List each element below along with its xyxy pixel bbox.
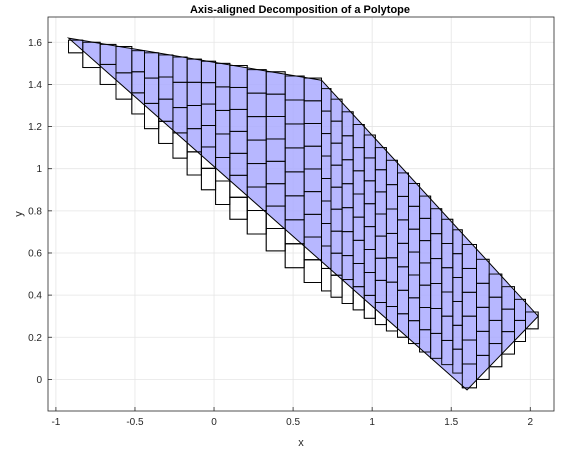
y-tick-label: 0.8 xyxy=(28,206,42,217)
x-tick-label: 0 xyxy=(211,417,217,428)
decomposition-box-outline xyxy=(99,63,117,85)
decomposition-box-outline xyxy=(246,210,267,235)
decomposition-box-outline xyxy=(68,39,84,54)
decomposition-box-outline xyxy=(461,363,477,389)
plot-frame xyxy=(47,16,555,412)
y-tick-label: 1.6 xyxy=(28,38,42,49)
decomposition-box-outline xyxy=(82,41,101,69)
y-tick-label: 0.6 xyxy=(28,248,42,259)
y-axis-label: y xyxy=(13,211,25,217)
y-tick-label: 1.2 xyxy=(28,122,42,133)
decomposition-box-outline xyxy=(284,243,305,269)
decomposition-box-outline xyxy=(144,102,160,130)
decomposition-box-outline xyxy=(229,196,248,220)
x-tick-label: 2 xyxy=(528,417,534,428)
x-tick-label: 1 xyxy=(369,417,375,428)
chart-title: Axis-aligned Decomposition of a Polytope xyxy=(190,4,410,16)
x-tick-label: -1 xyxy=(51,417,60,428)
x-axis-label: x xyxy=(298,437,304,449)
y-tick-label: 0.4 xyxy=(28,291,42,302)
y-tick-label: 1 xyxy=(36,164,42,175)
decomposition-box-outline xyxy=(131,92,145,115)
x-tick-label: -0.5 xyxy=(126,417,144,428)
decomposition-box-outline xyxy=(200,167,217,191)
decomposition-box-outline xyxy=(186,151,202,176)
decomposition-box-outline xyxy=(172,132,188,159)
decomposition-box-outline xyxy=(115,72,133,100)
decomposition-box-outline xyxy=(265,228,286,252)
y-tick-label: 1.4 xyxy=(28,80,42,91)
plot-area xyxy=(47,16,555,412)
x-axis-ticks: -1 -0.5 0 0.5 1 1.5 2 xyxy=(51,407,534,428)
y-tick-label: 0 xyxy=(36,375,42,386)
y-tick-label: 0.2 xyxy=(28,333,42,344)
x-tick-label: 1.5 xyxy=(444,417,458,428)
decomposition-box-outline xyxy=(215,180,231,205)
x-tick-label: 0.5 xyxy=(286,417,300,428)
decomposition-box-outline xyxy=(158,120,174,144)
y-axis-ticks: 0 0.2 0.4 0.6 0.8 1 1.2 1.4 1.6 xyxy=(28,38,52,386)
decomposition-box-outline xyxy=(303,259,323,283)
